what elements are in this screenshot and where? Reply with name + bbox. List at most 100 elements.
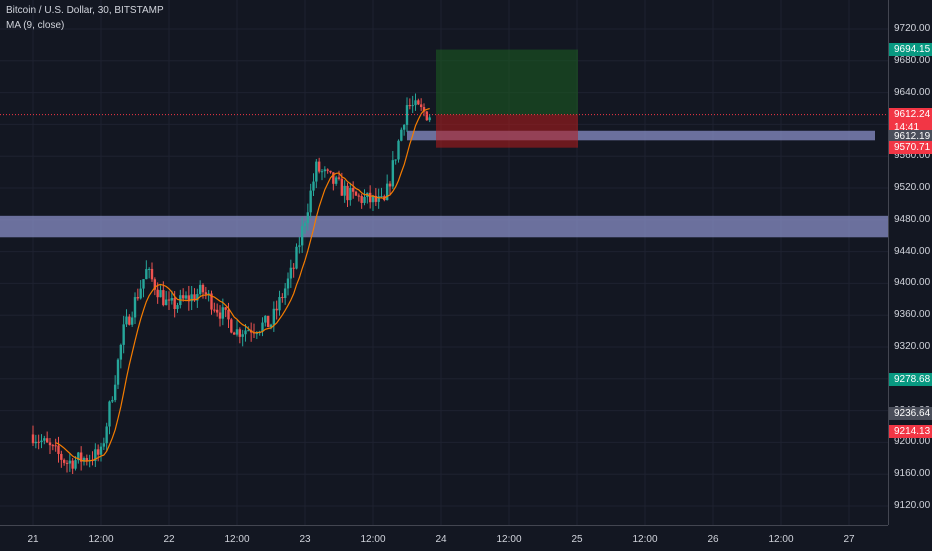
candle-body[interactable] [45, 438, 49, 443]
candle-body[interactable] [428, 117, 431, 121]
candle-body[interactable] [340, 178, 344, 196]
candle-body[interactable] [173, 297, 176, 310]
candle-body[interactable] [306, 212, 310, 223]
candle-body[interactable] [292, 267, 295, 269]
candle-body[interactable] [74, 460, 77, 469]
candle-body[interactable] [334, 177, 338, 184]
candle-body[interactable] [394, 159, 397, 161]
candle-body[interactable] [82, 458, 86, 462]
candle-body[interactable] [122, 324, 125, 345]
candle-body[interactable] [272, 308, 276, 325]
candle-body[interactable] [400, 129, 403, 141]
candle-body[interactable] [232, 332, 236, 335]
candle-body[interactable] [411, 105, 414, 107]
candle-body[interactable] [312, 181, 315, 191]
candle-body[interactable] [34, 441, 38, 444]
candle-body[interactable] [128, 316, 131, 325]
candle-body[interactable] [215, 309, 219, 313]
candle-body[interactable] [278, 297, 281, 311]
candle-body[interactable] [351, 187, 355, 192]
candle-body[interactable] [164, 299, 168, 306]
candle-body[interactable] [286, 278, 290, 289]
candle-body[interactable] [244, 330, 247, 335]
candle-body[interactable] [309, 190, 312, 213]
candle-body[interactable] [108, 401, 111, 427]
candle-body[interactable] [269, 324, 273, 328]
candle-body[interactable] [116, 359, 120, 385]
candle-body[interactable] [54, 445, 57, 447]
candle-body[interactable] [422, 107, 426, 112]
candle-body[interactable] [295, 246, 298, 269]
candle-body[interactable] [360, 195, 363, 203]
candle-body[interactable] [374, 195, 378, 202]
candle-body[interactable] [119, 344, 123, 360]
candle-body[interactable] [77, 452, 80, 461]
candle-body[interactable] [181, 295, 185, 299]
candle-body[interactable] [315, 161, 318, 182]
price-axis[interactable]: 9720.009680.009640.009600.009560.009520.… [888, 0, 932, 525]
candle-body[interactable] [133, 297, 137, 318]
candle-body[interactable] [218, 312, 222, 319]
candle-body[interactable] [111, 400, 114, 402]
candle-body[interactable] [37, 441, 40, 443]
candle-body[interactable] [184, 295, 188, 299]
candle-body[interactable] [130, 317, 134, 325]
candle-body[interactable] [65, 462, 69, 464]
candle-body[interactable] [337, 177, 341, 179]
candle-body[interactable] [385, 183, 389, 201]
candle-body[interactable] [391, 160, 395, 187]
candle-body[interactable] [62, 459, 66, 463]
candle-body[interactable] [147, 268, 151, 270]
candle-body[interactable] [210, 293, 213, 310]
candle-body[interactable] [176, 305, 179, 310]
candle-body[interactable] [190, 294, 193, 302]
candle-body[interactable] [397, 140, 400, 160]
candle-body[interactable] [283, 288, 287, 298]
candle-body[interactable] [346, 185, 349, 201]
candle-body[interactable] [266, 315, 270, 328]
candle-body[interactable] [40, 440, 43, 443]
candle-body[interactable] [170, 297, 174, 301]
price-zone[interactable] [0, 215, 888, 238]
candle-body[interactable] [213, 309, 216, 311]
candle-body[interactable] [224, 307, 227, 310]
price-chart[interactable] [0, 0, 888, 525]
candle-body[interactable] [354, 191, 358, 196]
candle-body[interactable] [368, 192, 372, 203]
candle-body[interactable] [79, 452, 83, 462]
candle-body[interactable] [145, 269, 148, 280]
candle-body[interactable] [377, 196, 380, 202]
candle-body[interactable] [156, 289, 159, 298]
candle-body[interactable] [153, 279, 157, 290]
candle-body[interactable] [139, 288, 142, 299]
candle-body[interactable] [187, 295, 191, 302]
candle-body[interactable] [196, 294, 199, 301]
candle-body[interactable] [343, 185, 346, 196]
candle-body[interactable] [99, 446, 103, 455]
candle-body[interactable] [43, 438, 46, 441]
candle-body[interactable] [281, 297, 284, 299]
candle-body[interactable] [402, 124, 406, 130]
candle-body[interactable] [320, 171, 324, 173]
position-target-area[interactable] [436, 49, 578, 115]
candle-body[interactable] [323, 169, 327, 172]
candle-body[interactable] [227, 309, 230, 320]
candle-body[interactable] [326, 169, 329, 171]
candle-body[interactable] [230, 319, 233, 333]
candle-body[interactable] [136, 297, 140, 299]
candle-body[interactable] [414, 100, 417, 106]
candle-body[interactable] [162, 290, 165, 306]
candle-body[interactable] [408, 105, 412, 107]
candle-body[interactable] [357, 195, 361, 197]
candle-body[interactable] [198, 284, 202, 295]
indicator-legend[interactable]: MA (9, close) [6, 20, 65, 31]
symbol-legend[interactable]: Bitcoin / U.S. Dollar, 30, BITSTAMP [6, 5, 164, 16]
candle-body[interactable] [48, 442, 52, 446]
candle-body[interactable] [425, 111, 429, 121]
candle-body[interactable] [255, 333, 259, 335]
candle-body[interactable] [349, 187, 352, 201]
candle-body[interactable] [51, 445, 55, 447]
candle-body[interactable] [417, 100, 420, 105]
candle-body[interactable] [363, 196, 366, 203]
candle-body[interactable] [371, 195, 375, 203]
